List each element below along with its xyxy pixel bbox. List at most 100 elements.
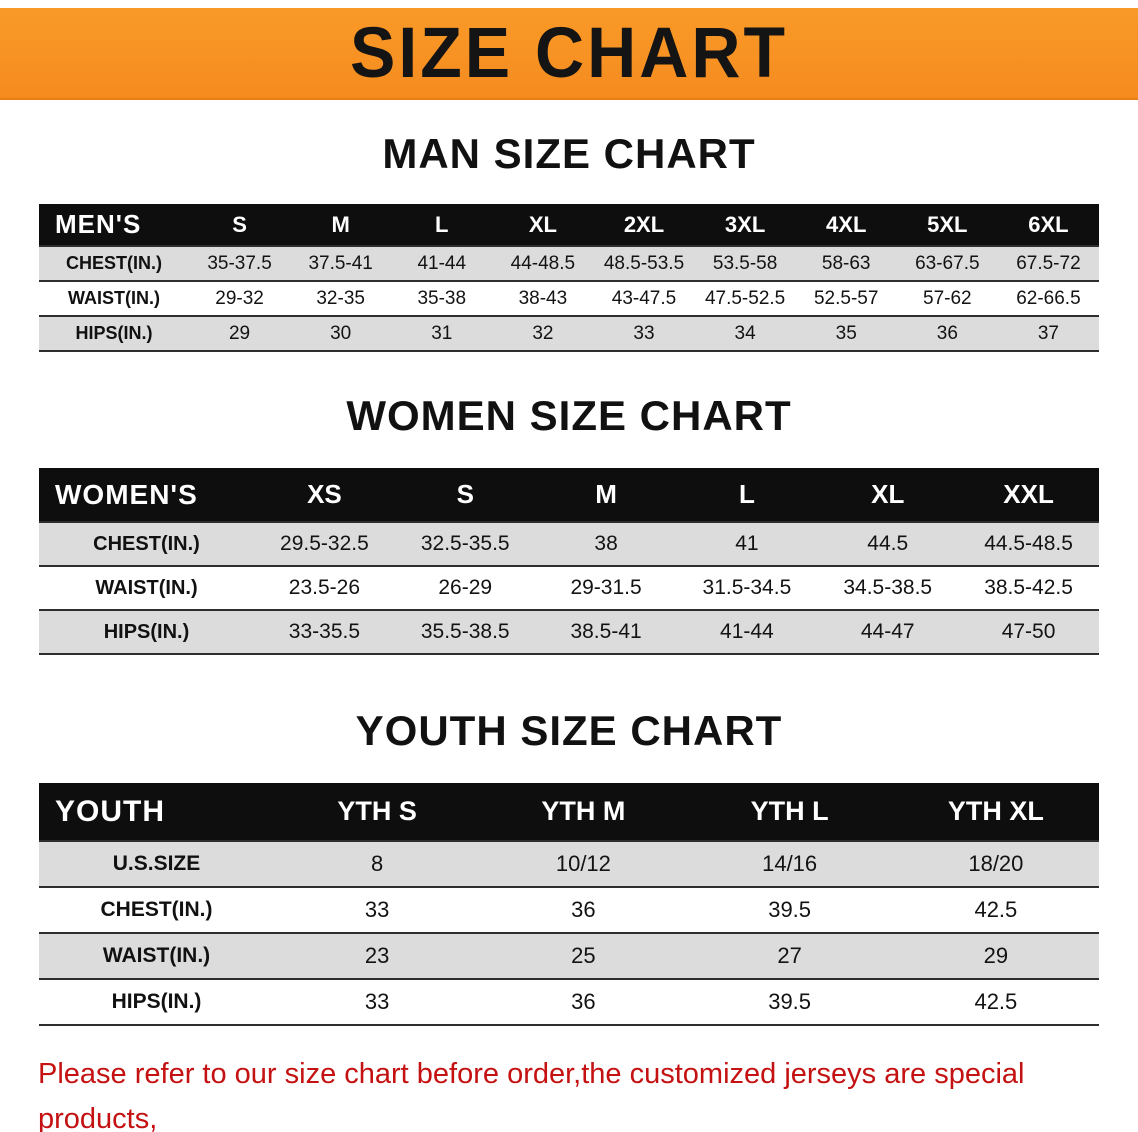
size-column-header: L (676, 468, 818, 522)
size-value: 38 (594, 532, 618, 555)
size-column-header: YTH L (686, 783, 893, 841)
table-row: WAIST(IN.) 29-32 32-35 35-38 38-43 43-47.5 47.… (39, 281, 1099, 316)
size-value: 37 (1037, 322, 1059, 344)
size-value: 18/20 (968, 851, 1024, 876)
size-value: 48.5-53.5 (603, 252, 685, 274)
table-corner-label: YOUTH (39, 783, 274, 841)
size-column-header: S (394, 468, 536, 522)
section-title-men: MAN SIZE CHART (382, 130, 756, 177)
table-row: HIPS(IN.) 29 30 31 32 33 34 35 36 37 (39, 316, 1099, 351)
size-column-header: M (535, 468, 677, 522)
size-value: 42.5 (974, 897, 1018, 922)
size-column-header: XL (817, 468, 959, 522)
size-value: 25 (571, 943, 596, 968)
size-value: 41 (735, 532, 759, 555)
row-label: WAIST(IN.) (102, 944, 211, 967)
table-header-row: YOUTH YTH S YTH M YTH L YTH XL (39, 783, 1099, 841)
size-value: 26-29 (438, 576, 493, 599)
row-label: CHEST(IN.) (93, 532, 200, 555)
size-column-header: YTH M (480, 783, 687, 841)
size-value: 33 (364, 897, 390, 922)
size-value: 42.5 (974, 989, 1018, 1014)
size-value: 32-35 (316, 287, 365, 309)
size-value: 35 (835, 322, 857, 344)
size-value: 44-47 (860, 620, 915, 643)
size-value: 58-63 (821, 252, 871, 274)
size-value: 29-32 (215, 287, 264, 309)
size-value: 43-47.5 (611, 287, 677, 309)
size-value: 29-31.5 (570, 576, 642, 599)
size-value: 44.5-48.5 (984, 532, 1073, 555)
size-column-header: 2XL (593, 204, 695, 246)
men-size-table: MEN'S S M L XL 2XL 3XL 4XL 5XL 6XL CHEST(IN.) 35-37… (39, 204, 1099, 352)
table-row: HIPS(IN.) 33-35.5 35.5-38.5 38.5-41 41-44 44-… (39, 610, 1099, 654)
women-size-table: WOMEN'S XS S M L XL XXL CHEST(IN.) 29.5-32.5 32.5… (39, 468, 1099, 655)
size-column-header: XS (254, 468, 395, 522)
size-value: 38.5-42.5 (984, 576, 1073, 599)
size-column-header: XXL (958, 468, 1099, 522)
women-size-chart-section: WOMEN SIZE CHART WOMEN'S XS S M L XL XXL CHEST(… (0, 392, 1138, 655)
size-value: 29.5-32.5 (280, 532, 369, 555)
size-value: 47-50 (1001, 620, 1056, 643)
youth-size-chart-section: YOUTH SIZE CHART YOUTH YTH S YTH M YTH L YTH… (0, 707, 1138, 1026)
size-value: 10/12 (555, 851, 611, 876)
table-row: WAIST(IN.) 23.5-26 26-29 29-31.5 31.5-34.5 34… (39, 566, 1099, 610)
row-label: HIPS(IN.) (111, 990, 202, 1013)
size-value: 33-35.5 (288, 620, 361, 643)
size-value: 41-44 (720, 620, 774, 643)
size-value: 57-62 (923, 287, 972, 309)
size-value: 35-37.5 (207, 252, 272, 274)
row-label: WAIST(IN.) (95, 576, 198, 599)
page-title: SIZE CHART (350, 13, 788, 93)
size-value: 31.5-34.5 (702, 576, 792, 599)
row-label: U.S.SIZE (112, 852, 201, 875)
table-row: HIPS(IN.) 33 36 39.5 42.5 (39, 979, 1099, 1025)
order-notice: Please refer to our size chart before or… (0, 1052, 1138, 1132)
men-size-chart-section: MAN SIZE CHART MEN'S S M L XL 2XL 3XL 4XL 5XL 6XL… (0, 130, 1138, 352)
row-label: WAIST(IN.) (68, 288, 160, 308)
table-row: U.S.SIZE 8 10/12 14/16 18/20 (39, 841, 1099, 887)
banner: SIZE CHART (0, 8, 1138, 100)
table-corner-label: MEN'S (39, 204, 189, 246)
size-value: 67.5-72 (1016, 252, 1081, 274)
row-label: HIPS(IN.) (75, 323, 153, 343)
size-value: 44-48.5 (510, 252, 576, 274)
row-label: HIPS(IN.) (103, 620, 190, 643)
table-header-row: WOMEN'S XS S M L XL XXL (39, 468, 1099, 522)
size-column-header: 4XL (795, 204, 897, 246)
size-value: 39.5 (768, 989, 812, 1014)
size-value: 29 (228, 322, 251, 344)
size-value: 32 (532, 322, 554, 344)
size-value: 38.5-41 (570, 620, 642, 643)
size-column-header: XL (492, 204, 594, 246)
table-row: WAIST(IN.) 23 25 27 29 (39, 933, 1099, 979)
size-column-header: M (290, 204, 392, 246)
size-value: 30 (330, 322, 352, 344)
size-value: 41-44 (417, 252, 467, 274)
size-value: 32.5-35.5 (420, 532, 510, 555)
size-column-header: YTH XL (892, 783, 1099, 841)
size-value: 23.5-26 (288, 576, 361, 599)
size-value: 34 (734, 322, 756, 344)
size-value: 35.5-38.5 (420, 620, 510, 643)
size-value: 37.5-41 (308, 252, 373, 274)
size-value: 14/16 (762, 851, 818, 876)
size-value: 36 (936, 322, 958, 344)
size-value: 23 (364, 943, 390, 968)
table-header-row: MEN'S S M L XL 2XL 3XL 4XL 5XL 6XL (39, 204, 1099, 246)
size-value: 36 (571, 897, 596, 922)
size-value: 44.5 (867, 532, 909, 555)
size-value: 33 (364, 989, 390, 1014)
size-value: 36 (571, 989, 596, 1014)
section-title-women: WOMEN SIZE CHART (346, 392, 792, 439)
size-column-header: L (391, 204, 493, 246)
table-row: CHEST(IN.) 29.5-32.5 32.5-35.5 38 41 44.5 44.5… (39, 522, 1099, 566)
section-title-youth: YOUTH SIZE CHART (355, 707, 783, 754)
size-column-header: 5XL (896, 204, 998, 246)
row-label: CHEST(IN.) (66, 253, 162, 273)
size-value: 39.5 (768, 897, 812, 922)
row-label: CHEST(IN.) (100, 898, 213, 921)
size-value: 29 (983, 943, 1009, 968)
table-corner-label: WOMEN'S (39, 468, 254, 522)
size-value: 31 (431, 322, 453, 344)
